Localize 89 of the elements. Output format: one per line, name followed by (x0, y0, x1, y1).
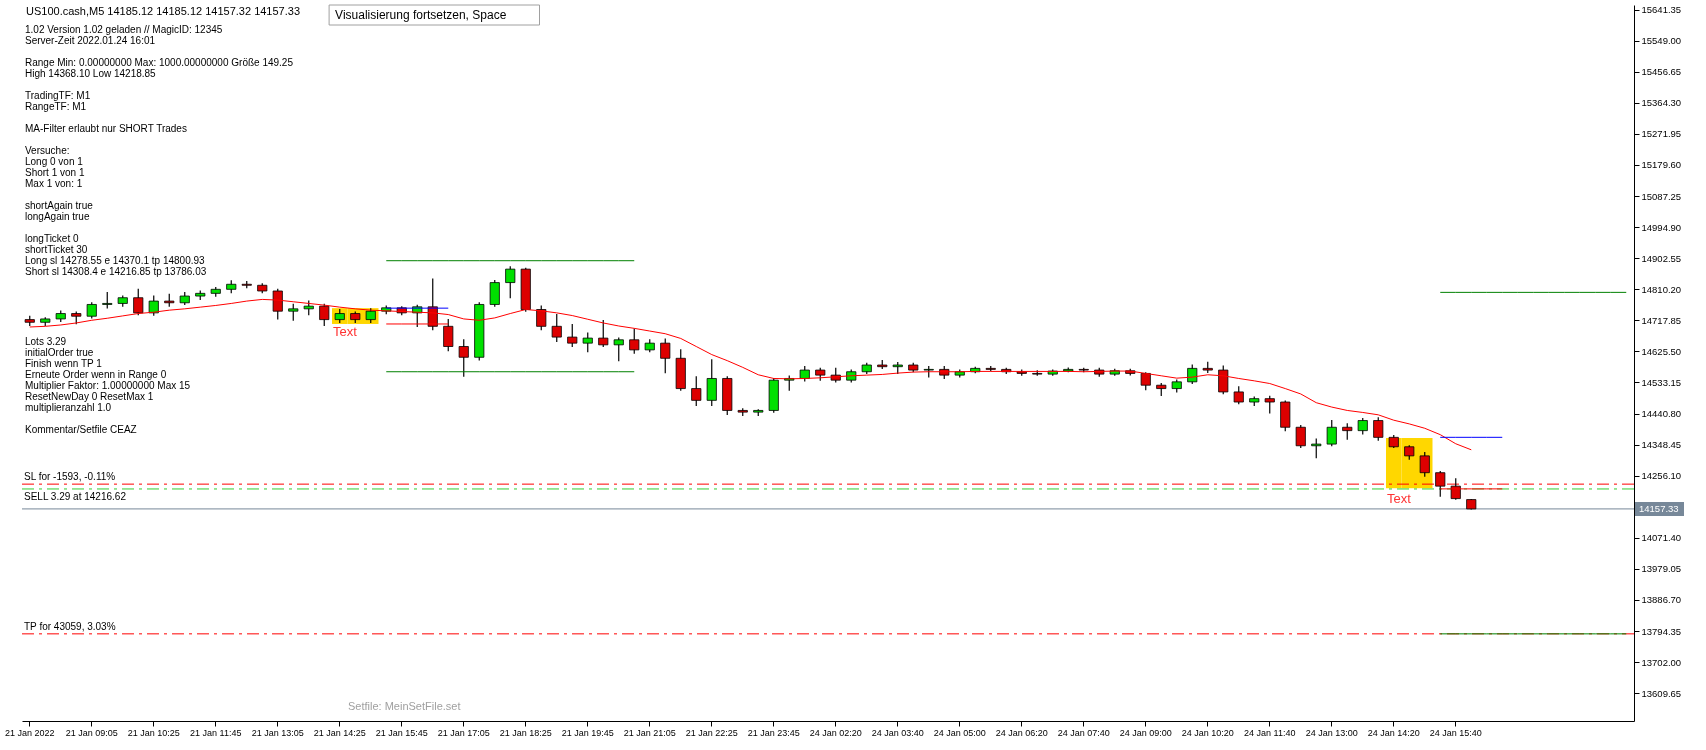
annotation: Text (333, 324, 358, 340)
x-tick-label: 21 Jan 18:25 (499, 727, 552, 738)
ref-line-label: TP for 43059, 3.03% (24, 620, 116, 632)
x-tick-label: 24 Jan 11:40 (1244, 727, 1296, 738)
y-tick-label: 14810.20 (1641, 283, 1682, 295)
x-tick-label: 24 Jan 15:40 (1429, 727, 1482, 738)
candlestick (1373, 417, 1384, 441)
x-tick-label: 24 Jan 05:00 (933, 727, 986, 738)
x-tick-label: 21 Jan 10:25 (127, 727, 180, 738)
x-tick-label: 24 Jan 10:20 (1181, 727, 1234, 738)
y-tick-label: 15271.95 (1641, 128, 1682, 140)
y-tick-label: 15641.35 (1641, 4, 1682, 16)
candlestick (1187, 364, 1198, 385)
x-tick-label: 24 Jan 02:20 (809, 727, 862, 738)
candlestick (551, 313, 562, 343)
annotation: Lots 3.29 initialOrder true Finish wenn TP 1 Erneute Order wenn in Range 0 Multiplier Faktor: 1.00000000 Max 15 ResetNewDay 0 ResetMax 1 multiplieranzahl 1.0 (25, 336, 191, 413)
ref-line-label: SL for -1593, -0.11% (24, 471, 116, 483)
x-tick-label: 21 Jan 11:45 (190, 727, 242, 738)
y-tick-label: 15087.25 (1641, 190, 1682, 202)
y-tick-label: 14440.80 (1641, 408, 1682, 420)
candlestick (1218, 365, 1229, 395)
y-tick-label: 15549.00 (1641, 35, 1682, 47)
y-tick-label: 13609.65 (1641, 687, 1682, 699)
annotation: US100.cash,M5 14185.12 14185.12 14157.32 14157.33 (26, 5, 301, 17)
x-tick-label: 24 Jan 14:20 (1367, 727, 1420, 738)
candlestick (629, 328, 640, 354)
candlestick (148, 295, 159, 316)
ref-line-label: SELL 3.29 at 14216.62 (24, 490, 127, 502)
x-tick-label: 21 Jan 14:25 (313, 727, 366, 738)
candlestick (691, 376, 702, 406)
y-tick-label: 13886.70 (1641, 594, 1682, 606)
annotation: Visualisierung fortsetzen, Space (335, 8, 507, 22)
x-tick-label: 24 Jan 06:20 (995, 727, 1048, 738)
candlestick (613, 337, 624, 362)
candlestick (582, 332, 593, 353)
x-tick-label: 21 Jan 2022 (4, 727, 55, 738)
y-tick-label: 15179.60 (1641, 159, 1682, 171)
candlestick (1326, 419, 1337, 447)
y-tick-label: 14256.10 (1641, 470, 1682, 482)
x-tick-label: 21 Jan 13:05 (251, 727, 304, 738)
y-tick-label: 15364.30 (1641, 97, 1682, 109)
x-tick-label: 21 Jan 17:05 (437, 727, 490, 738)
x-tick-label: 24 Jan 07:40 (1057, 727, 1110, 738)
candlestick (458, 339, 469, 377)
ref-line-label: 14157.33 (1639, 502, 1679, 514)
y-tick-label: 14717.85 (1641, 314, 1682, 326)
y-tick-label: 15456.65 (1641, 66, 1682, 78)
y-tick-label: 13794.35 (1641, 625, 1682, 637)
candlestick (1295, 424, 1306, 449)
y-tick-label: 14071.40 (1641, 532, 1682, 544)
x-tick-label: 21 Jan 15:45 (375, 727, 428, 738)
annotation: longTicket 0 shortTicket 30 Long sl 14278.55 e 14370.1 tp 14800.93 Short sl 14308.4 e 14216.85 tp 13786.03 (25, 233, 207, 277)
y-tick-label: 13702.00 (1641, 656, 1682, 668)
candlestick (1419, 451, 1430, 477)
y-tick-label: 14625.50 (1641, 345, 1682, 357)
annotation: 1.02 Version 1.02 geladen // MagicID: 12345 Server-Zeit 2022.01.24 16:01 (25, 24, 223, 46)
x-tick-label: 21 Jan 21:05 (623, 727, 676, 738)
candlestick (567, 324, 578, 348)
x-tick-label: 21 Jan 22:25 (685, 727, 738, 738)
y-tick-label: 14348.45 (1641, 439, 1682, 451)
x-tick-label: 24 Jan 03:40 (871, 727, 924, 738)
candlestick (536, 305, 547, 331)
y-tick-label: 13979.05 (1641, 563, 1682, 575)
x-tick-label: 21 Jan 23:45 (747, 727, 800, 738)
candlestick (443, 319, 454, 352)
annotation: Range Min: 0.00000000 Max: 1000.00000000 Größe 149.25 High 14368.10 Low 14218.85 (25, 57, 294, 79)
candlestick (598, 320, 609, 348)
annotation: Text (1387, 490, 1412, 506)
y-tick-label: 14533.15 (1641, 376, 1682, 388)
y-tick-label: 14902.55 (1641, 252, 1682, 264)
candlestick (505, 266, 516, 299)
candlestick (133, 288, 144, 316)
candlestick (272, 288, 283, 320)
annotation: shortAgain true longAgain true (25, 200, 94, 222)
candlestick (1311, 438, 1322, 459)
x-tick-label: 21 Jan 09:05 (65, 727, 118, 738)
x-tick-label: 21 Jan 19:45 (561, 727, 614, 738)
candlestick (1435, 471, 1446, 497)
x-tick-label: 24 Jan 13:00 (1305, 727, 1358, 738)
y-tick-label: 14994.90 (1641, 221, 1682, 233)
candlestick (660, 338, 671, 374)
annotation: Setfile: MeinSetFile.set (348, 700, 461, 712)
annotation: Kommentar/Setfile CEAZ (25, 424, 137, 435)
candlestick (489, 279, 500, 307)
candlestick (706, 359, 717, 406)
x-tick-label: 24 Jan 09:00 (1119, 727, 1172, 738)
annotation: Versuche: Long 0 von 1 Short 1 von 1 Max 1 von: 1 (25, 145, 85, 189)
annotation: MA-Filter erlaubt nur SHORT Trades (25, 123, 187, 134)
annotation: TradingTF: M1 RangeTF: M1 (25, 90, 91, 112)
